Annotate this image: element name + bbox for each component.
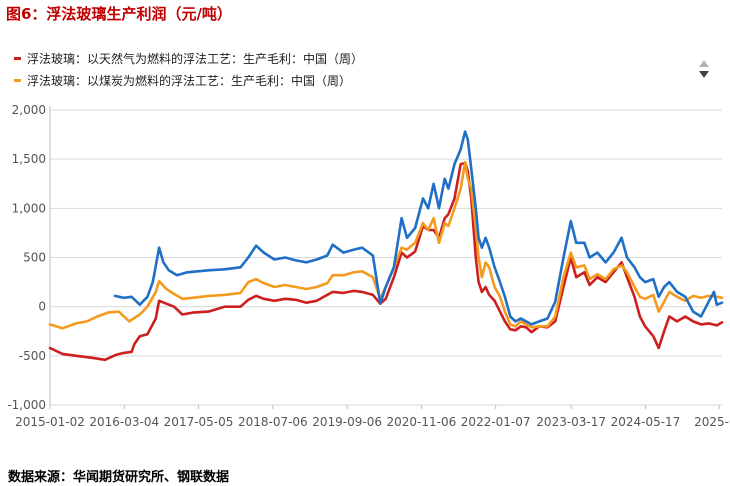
legend-scroll-down-icon[interactable] (699, 71, 709, 78)
x-tick-label: 2017-05-05 (164, 415, 234, 429)
y-tick-label: 1,500 (12, 152, 46, 166)
x-tick-label: 2018-07-06 (238, 415, 308, 429)
x-tick-label: 2016-03-04 (89, 415, 159, 429)
legend-scroll-up-icon[interactable] (699, 60, 709, 67)
legend-label-coal: 浮法玻璃：以煤炭为燃料的浮法工艺：生产毛利：中国（周） (27, 73, 352, 88)
legend-item-gas[interactable]: 浮法玻璃：以天然气为燃料的浮法工艺：生产毛利：中国（周） (14, 47, 363, 69)
legend-scroll-control[interactable] (698, 58, 712, 84)
y-tick-label: 0 (38, 300, 46, 314)
chart-title: 图6：浮法玻璃生产利润（元/吨） (6, 5, 232, 23)
legend-swatch-coal (14, 78, 21, 82)
y-tick-label: 2,000 (12, 103, 46, 117)
legend-swatch-gas (14, 56, 21, 60)
data-source-note: 数据来源：华闻期货研究所、钢联数据 (8, 470, 230, 485)
x-tick-label: 2023-03-17 (536, 415, 606, 429)
x-tick-label: 2024-05-17 (611, 415, 681, 429)
y-tick-label: 1,000 (12, 201, 46, 215)
y-tick-label: -500 (19, 349, 46, 363)
x-tick-label: 2019-09-06 (312, 415, 382, 429)
legend-item-coal[interactable]: 浮法玻璃：以煤炭为燃料的浮法工艺：生产毛利：中国（周） (14, 69, 363, 91)
x-tick-label: 2025-07 (694, 415, 730, 429)
x-tick-label: 2022-01-07 (461, 415, 531, 429)
x-tick-label: 2015-01-02 (15, 415, 85, 429)
series-line-1 (48, 160, 724, 330)
x-tick-label: 2020-11-06 (387, 415, 457, 429)
y-tick-label: 500 (23, 251, 46, 265)
series-line-2 (113, 130, 724, 326)
y-tick-label: -1,000 (7, 398, 46, 412)
legend-label-gas: 浮法玻璃：以天然气为燃料的浮法工艺：生产毛利：中国（周） (27, 51, 364, 66)
series-line-0 (48, 161, 724, 362)
legend: 浮法玻璃：以天然气为燃料的浮法工艺：生产毛利：中国（周） 浮法玻璃：以煤炭为燃料… (14, 47, 363, 91)
